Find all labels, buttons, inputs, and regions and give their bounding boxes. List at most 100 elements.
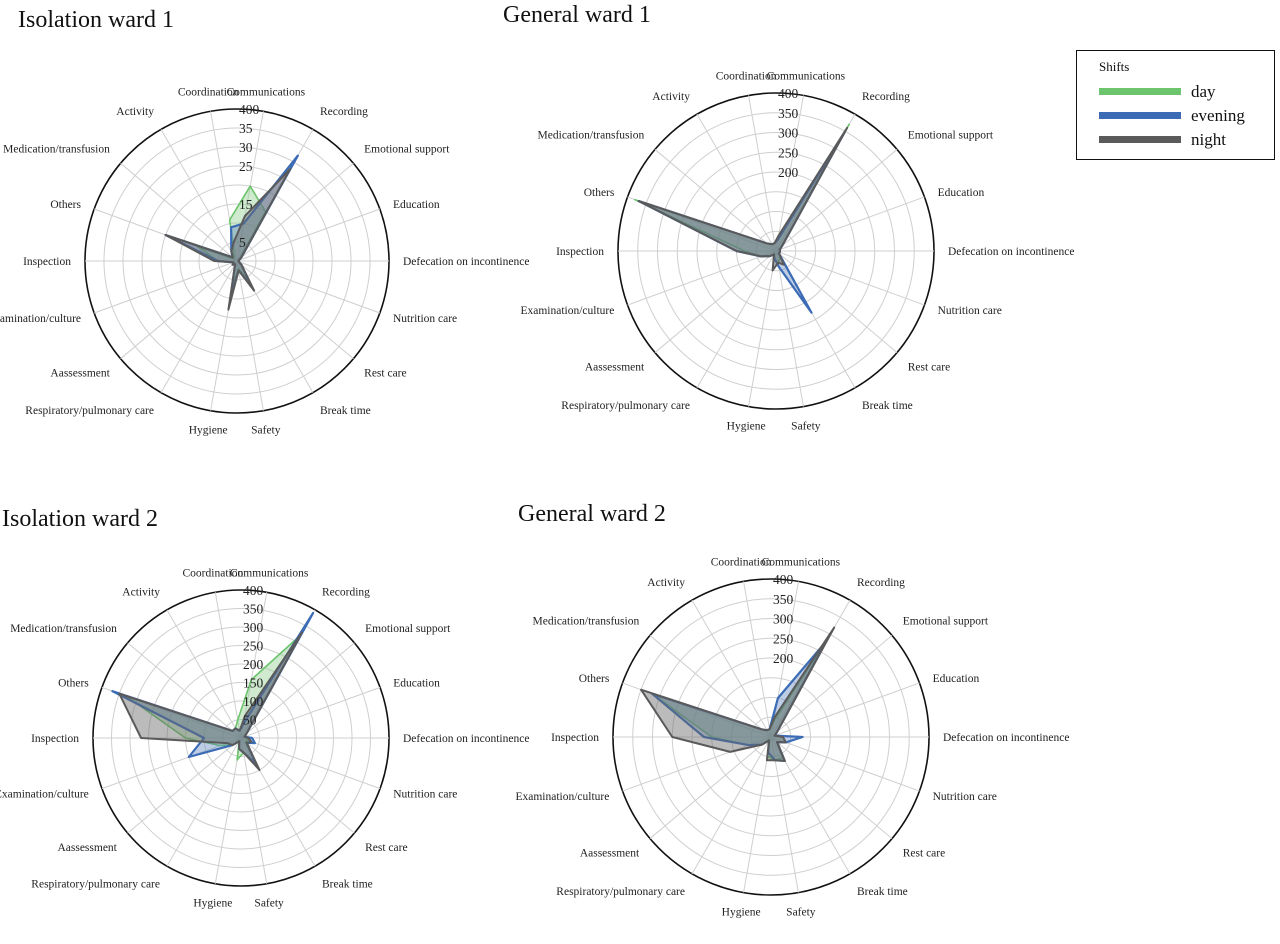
spoke-nutrition-care: [240, 737, 381, 790]
tick-label-400: 400: [243, 583, 264, 598]
category-label-communications: Communications: [767, 71, 846, 83]
point-night-safety: [237, 269, 240, 272]
category-label-inspection: Inspection: [551, 732, 599, 744]
spoke-coordination: [214, 592, 242, 739]
point-night-hygiene: [238, 748, 240, 750]
point-evening-recording: [312, 612, 314, 614]
category-label-respiratory-pulmonary-care: Respiratory/pulmonary care: [25, 405, 154, 417]
legend-swatch-night: [1099, 136, 1181, 143]
point-night-safety: [242, 751, 245, 754]
category-label-education: Education: [933, 673, 980, 685]
point-day-coordination: [236, 718, 239, 721]
legend-item-day: day: [1099, 81, 1269, 103]
category-label-others: Others: [584, 187, 615, 199]
point-night-nutrition-care: [785, 741, 787, 744]
category-label-nutrition-care: Nutrition care: [933, 791, 997, 803]
spoke-emotional-support: [240, 642, 355, 739]
category-label-aassessment: Aassessment: [50, 368, 110, 380]
category-label-examination-culture: Examination/culture: [515, 791, 609, 803]
spoke-education: [236, 208, 381, 262]
category-label-activity: Activity: [647, 577, 685, 589]
legend-item-evening: evening: [1099, 105, 1269, 127]
point-evening-nutrition-care: [254, 742, 256, 744]
category-label-rest-care: Rest care: [364, 368, 406, 380]
point-night-respiratory-pulmonary-care: [768, 739, 770, 742]
point-evening-examination-culture: [747, 744, 750, 746]
point-night-rest-care: [245, 741, 248, 744]
category-label-medication-transfusion: Medication/transfusion: [3, 143, 110, 155]
tick-label-300: 300: [243, 620, 264, 635]
spoke-safety: [240, 737, 268, 884]
spoke-emotional-support: [236, 162, 354, 262]
spoke-education: [775, 196, 925, 252]
spoke-safety: [770, 736, 799, 893]
spoke-communications: [775, 95, 804, 252]
point-evening-safety: [777, 265, 780, 268]
category-label-medication-transfusion: Medication/transfusion: [10, 623, 117, 635]
spoke-emotional-support: [775, 149, 898, 252]
point-night-defecation-on-incontinence: [247, 737, 250, 739]
category-label-safety: Safety: [786, 906, 816, 918]
tick-label-350: 350: [243, 602, 264, 617]
point-night-nutrition-care: [237, 260, 240, 263]
spoke-activity: [166, 609, 242, 739]
spoke-rest-care: [240, 737, 355, 834]
point-night-break-time: [784, 760, 786, 762]
category-label-safety: Safety: [251, 424, 281, 436]
spoke-emotional-support: [770, 635, 893, 738]
tick-label-250: 250: [243, 639, 264, 654]
legend-swatch-day: [1099, 88, 1181, 95]
point-night-others: [164, 234, 167, 236]
point-night-coordination: [232, 241, 235, 244]
point-night-respiratory-pulmonary-care: [773, 253, 775, 256]
point-night-activity: [234, 727, 237, 730]
tick-label-200: 200: [243, 657, 264, 672]
spoke-aassessment: [649, 736, 772, 839]
category-label-hygiene: Hygiene: [189, 424, 228, 436]
chart-title-isolation-ward-1: Isolation ward 1: [18, 7, 174, 33]
tick-label-300: 300: [773, 612, 794, 627]
point-day-examination-culture: [219, 744, 221, 747]
point-night-others: [118, 692, 121, 695]
category-label-education: Education: [393, 678, 440, 690]
point-evening-recording: [297, 154, 299, 157]
category-label-examination-culture: Examination/culture: [0, 788, 89, 800]
point-night-recording: [833, 626, 835, 629]
point-night-emotional-support: [776, 731, 778, 733]
legend-title: Shifts: [1099, 59, 1130, 74]
category-label-activity: Activity: [652, 91, 690, 103]
tick-label-100: 100: [243, 694, 264, 709]
point-night-examination-culture: [226, 742, 228, 744]
point-night-inspection: [735, 250, 738, 252]
category-label-emotional-support: Emotional support: [908, 129, 994, 141]
point-day-safety: [237, 267, 240, 270]
point-night-activity: [771, 243, 773, 245]
spoke-medication-transfusion: [654, 149, 777, 252]
point-night-break-time: [253, 289, 255, 292]
legend-swatch-evening: [1099, 112, 1181, 119]
point-evening-defecation-on-incontinence: [251, 737, 253, 739]
legend-label-night: night: [1191, 130, 1226, 149]
spoke-respiratory-pulmonary-care: [696, 250, 777, 389]
tick-label-300: 300: [778, 126, 799, 141]
point-night-defecation-on-incontinence: [779, 250, 781, 252]
spoke-respiratory-pulmonary-care: [160, 260, 238, 393]
point-night-respiratory-pulmonary-care: [238, 740, 240, 743]
category-label-emotional-support: Emotional support: [365, 623, 451, 635]
point-night-communications: [244, 715, 246, 717]
category-label-hygiene: Hygiene: [722, 906, 761, 918]
category-label-recording: Recording: [857, 577, 905, 589]
category-label-activity: Activity: [122, 587, 160, 599]
point-evening-defecation-on-incontinence: [801, 736, 804, 738]
tick-label-5: 5: [239, 235, 246, 250]
spoke-examination-culture: [627, 250, 777, 306]
point-evening-communications: [242, 222, 245, 225]
point-night-inspection: [213, 260, 215, 262]
point-night-emotional-support: [781, 245, 783, 247]
legend-label-evening: evening: [1191, 106, 1245, 125]
spoke-hygiene: [743, 736, 772, 893]
point-night-others: [640, 688, 642, 691]
legend-item-night: night: [1099, 129, 1269, 151]
point-night-inspection: [140, 737, 142, 739]
